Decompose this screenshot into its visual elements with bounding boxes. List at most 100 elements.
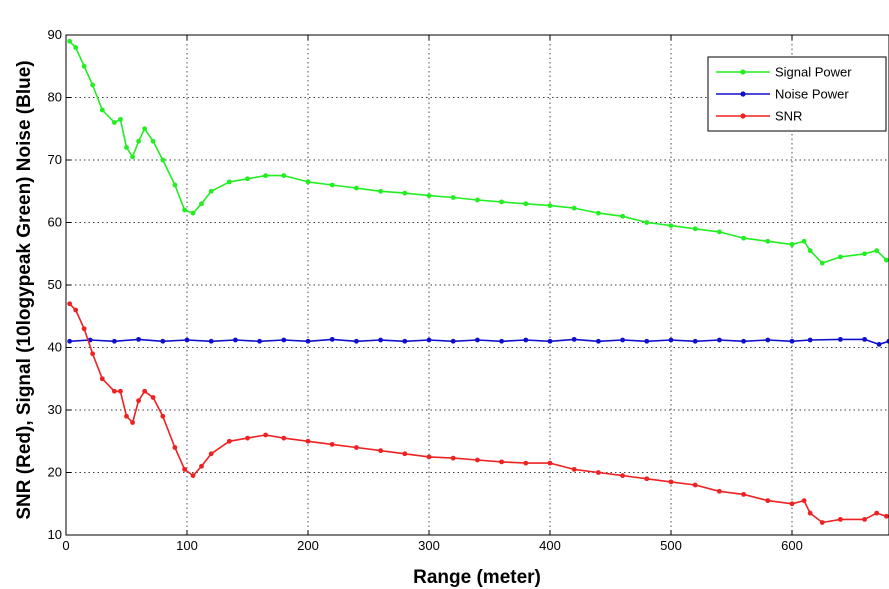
- snr-point: [717, 488, 722, 494]
- x-ticks: 0 100 200 300 400 500 600: [62, 35, 803, 553]
- signal-power-point: [571, 205, 577, 211]
- signal-power-point: [402, 190, 408, 196]
- snr-point: [160, 413, 166, 419]
- signal-power-point: [305, 179, 311, 185]
- signal-power-point: [620, 213, 625, 219]
- legend-label-noise-power: Noise Power: [775, 87, 849, 102]
- noise-power-line: [69, 338, 889, 346]
- snr-point: [118, 388, 123, 394]
- y-tick-label: 30: [48, 402, 62, 417]
- y-axis-title: SNR (Red), Signal (10logypeak Green) Noi…: [14, 60, 35, 519]
- noise-power-point: [862, 336, 867, 342]
- noise-power-point: [765, 337, 771, 343]
- signal-power-point: [692, 226, 698, 232]
- noise-power-point: [329, 336, 335, 342]
- noise-power-point: [692, 338, 698, 344]
- noise-power-point: [596, 338, 601, 344]
- snr-point: [571, 466, 577, 472]
- snr-point: [807, 510, 813, 516]
- signal-power-point: [717, 229, 722, 235]
- y-tick-label: 90: [48, 27, 62, 42]
- snr-point: [142, 388, 148, 394]
- signal-power-point: [475, 197, 480, 203]
- snr-point: [305, 438, 311, 444]
- noise-power-point: [184, 337, 190, 343]
- noise-power-point: [233, 337, 238, 343]
- signal-power-line: [69, 40, 887, 264]
- noise-power-point: [789, 338, 795, 344]
- snr-point: [765, 498, 771, 504]
- signal-power-point: [136, 138, 142, 144]
- x-tick-label: 600: [781, 538, 803, 553]
- snr-point: [199, 463, 204, 469]
- signal-power-point: [523, 201, 529, 207]
- noise-power-point: [475, 337, 480, 343]
- snr-point: [789, 501, 795, 507]
- noise-power-point: [838, 336, 843, 342]
- noise-power-point: [281, 337, 287, 343]
- x-tick-label: 0: [62, 538, 69, 553]
- legend-marker-signal-power: [740, 69, 746, 75]
- snr-point: [329, 441, 335, 447]
- noise-power-point: [136, 336, 142, 342]
- signal-power-point: [190, 210, 196, 216]
- noise-power-point: [112, 338, 117, 344]
- signal-power-point: [499, 199, 504, 205]
- snr-point: [668, 479, 674, 485]
- snr-point: [499, 459, 504, 465]
- signal-power-point: [874, 248, 880, 254]
- signal-power-point: [819, 260, 825, 266]
- signal-power-point: [547, 203, 553, 209]
- snr-point: [73, 307, 79, 313]
- snr-point: [136, 398, 142, 404]
- signal-power-point: [182, 207, 187, 213]
- signal-power-point: [208, 188, 214, 194]
- signal-power-point: [838, 254, 843, 260]
- snr-point: [819, 520, 825, 525]
- noise-power-point: [547, 338, 553, 344]
- signal-power-point: [130, 154, 135, 160]
- signal-power-point: [789, 241, 795, 247]
- snr-point: [692, 482, 698, 488]
- snr-point: [838, 516, 843, 522]
- noise-power-point: [67, 338, 73, 344]
- snr-point: [354, 445, 359, 450]
- snr-point: [547, 460, 553, 466]
- x-tick-label: 200: [297, 538, 319, 553]
- signal-power-point: [90, 82, 96, 88]
- snr-point: [150, 395, 156, 400]
- snr-point: [378, 448, 383, 454]
- signal-power-point: [73, 45, 79, 50]
- signal-power-point: [801, 238, 807, 244]
- snr-point: [883, 513, 889, 519]
- noise-power-point: [886, 338, 889, 344]
- noise-power-point: [305, 338, 311, 344]
- snr-point: [263, 432, 269, 438]
- snr-point: [245, 435, 250, 441]
- y-tick-label: 40: [48, 340, 62, 355]
- snr-point: [99, 376, 105, 382]
- series-group: [67, 38, 889, 525]
- snr-point: [112, 388, 117, 394]
- snr-point: [130, 420, 135, 425]
- signal-power-point: [112, 120, 117, 125]
- noise-power-point: [741, 338, 746, 344]
- legend-label-snr: SNR: [775, 109, 802, 124]
- signal-power-point: [450, 195, 456, 200]
- noise-power-point: [523, 337, 529, 343]
- y-tick-label: 10: [48, 527, 62, 542]
- snr-point: [172, 445, 178, 450]
- snr-point: [874, 510, 880, 516]
- snr-point: [450, 455, 456, 461]
- y-tick-label: 60: [48, 215, 62, 230]
- signal-power-point: [245, 176, 250, 182]
- x-tick-label: 400: [539, 538, 561, 553]
- noise-power-point: [876, 341, 882, 347]
- x-tick-label: 500: [660, 538, 682, 553]
- y-tick-label: 20: [48, 465, 62, 480]
- signal-power-point: [354, 185, 359, 191]
- series-layer: [67, 38, 889, 525]
- snr-point: [741, 491, 746, 497]
- snr-point: [620, 473, 625, 479]
